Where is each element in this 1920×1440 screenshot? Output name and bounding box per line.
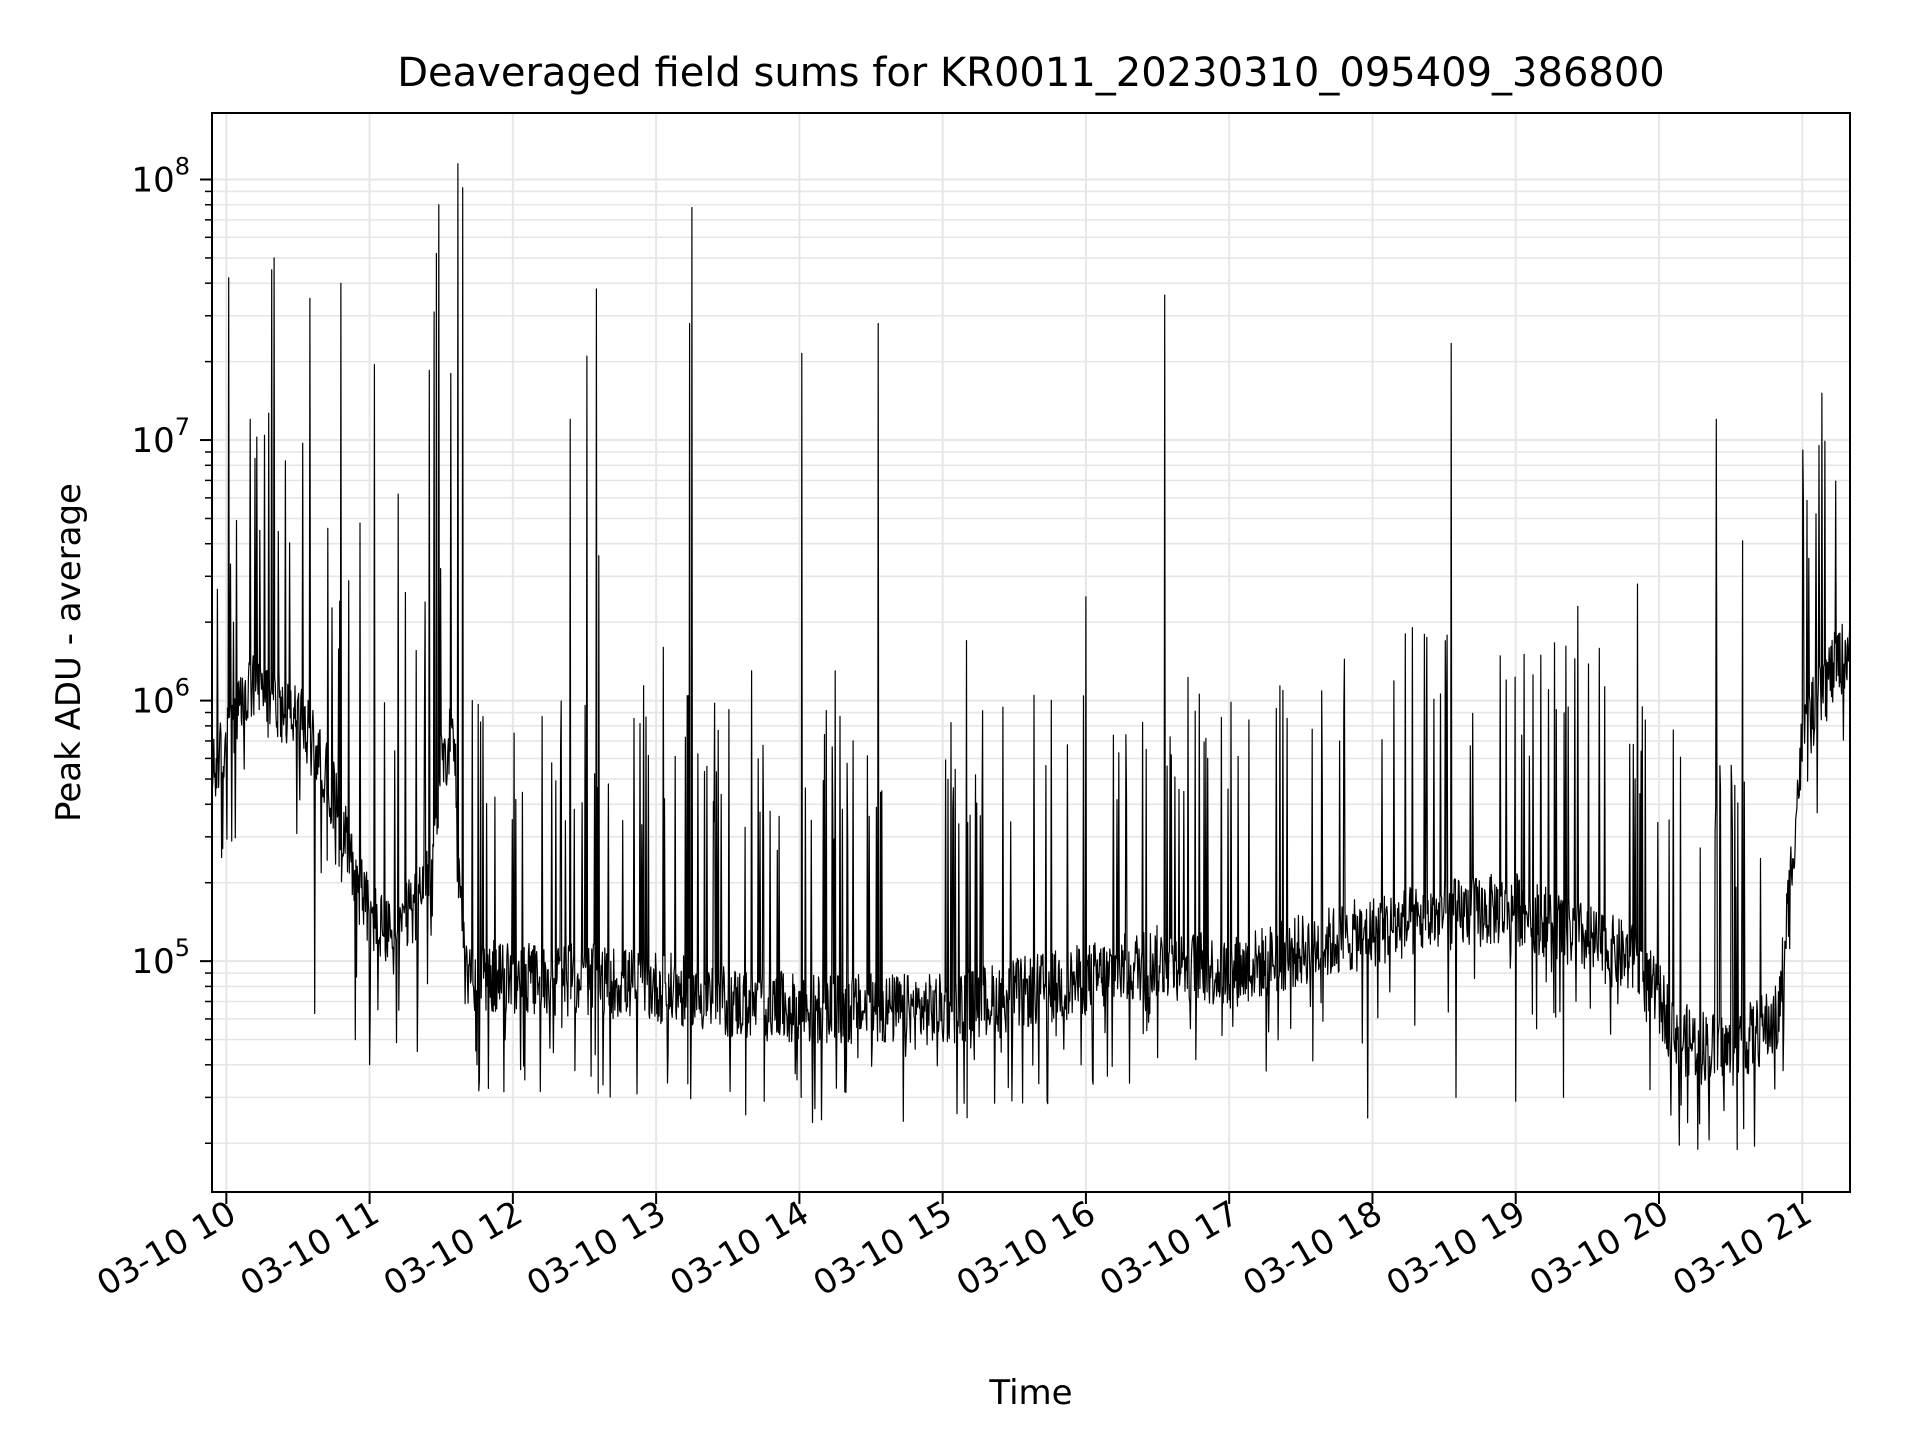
axes-frame [211,112,1851,1193]
y-axis-label: Peak ADU - average [49,483,89,822]
y-tick-label-exponent: 7 [175,413,190,441]
y-tick-label: 107 [131,413,190,461]
y-tick-label-exponent: 8 [175,153,190,181]
y-tick-label: 106 [131,674,190,722]
y-tick-label-base: 10 [131,942,174,982]
series-line [212,163,1850,1151]
y-tick-label-exponent: 6 [175,674,190,702]
x-axis-label: Time [988,1373,1072,1413]
chart-title: Deaveraged field sums for KR0011_2023031… [397,50,1665,96]
y-tick-label-exponent: 5 [175,934,190,962]
series-group [212,163,1850,1151]
y-tick-label-base: 10 [131,161,174,201]
y-tick-label-base: 10 [131,421,174,461]
y-tick-label-base: 10 [131,682,174,722]
y-tick-label: 105 [131,934,190,982]
y-tick-label: 108 [131,153,190,201]
